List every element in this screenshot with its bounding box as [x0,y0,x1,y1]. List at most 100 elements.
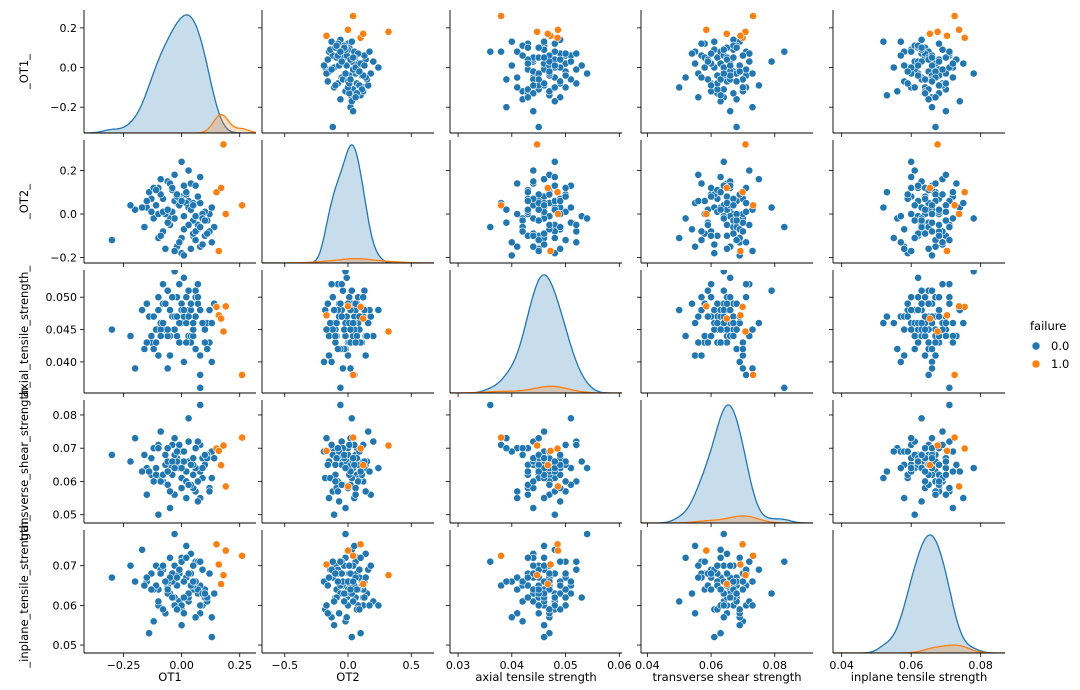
scatter-point-0 [921,229,929,238]
scatter-point-0 [152,338,160,347]
scatter-point-0 [945,293,954,302]
scatter-point-0 [179,251,188,260]
scatter-point-0 [726,293,735,302]
scatter-point-0 [349,597,357,606]
scatter-point-0 [486,223,495,231]
scatter-point-0 [534,247,543,255]
scatter-point-0 [184,220,193,229]
scatter-point-0 [729,319,738,327]
scatter-point-0 [914,338,922,347]
scatter-point-1 [497,433,505,442]
scatter-point-0 [545,57,554,66]
scatter-point-0 [108,450,116,459]
scatter-point-0 [700,63,709,72]
scatter-point-0 [524,188,532,197]
scatter-point-0 [502,577,511,586]
scatter-point-0 [921,194,929,203]
scatter-point-0 [719,214,728,223]
scatter-point-0 [907,306,916,314]
scatter-point-0 [903,312,912,321]
scatter-point-0 [156,175,165,184]
scatter-point-1 [554,546,562,555]
scatter-point-1 [955,302,963,311]
scatter-point-0 [184,480,193,489]
x-tick-label: 0.5 [402,659,420,672]
y-tick-label: 0.2 [60,22,78,35]
scatter-point-0 [883,467,891,476]
scatter-point-0 [694,312,703,321]
scatter-point-0 [507,251,516,260]
scatter-point-1 [950,201,959,210]
scatter-point-0 [207,633,216,641]
scatter-point-0 [513,487,522,496]
y-tick-label: 0.05 [53,509,78,522]
scatter-point-0 [928,210,936,218]
scatter-point-0 [903,190,912,199]
scatter-point-0 [186,244,195,253]
scatter-point-0 [704,220,712,229]
scatter-point-0 [896,51,905,60]
scatter-point-0 [917,223,926,231]
scatter-point-0 [561,477,570,486]
scatter-point-0 [561,236,570,244]
scatter-point-0 [921,351,929,360]
scatter-point-0 [561,569,570,578]
scatter-point-0 [193,497,202,506]
scatter-point-1 [322,446,331,455]
scatter-point-0 [694,573,703,582]
scatter-point-0 [942,332,950,340]
scatter-point-0 [914,273,922,282]
scatter-point-0 [497,47,505,56]
scatter-point-0 [365,47,374,56]
scatter-point-0 [942,201,950,210]
scatter-point-0 [917,35,926,44]
scatter-point-0 [577,593,586,602]
kde-fill-OT1-0 [84,14,256,133]
scatter-point-0 [883,188,891,197]
scatter-point-0 [341,332,350,340]
scatter-point-0 [938,65,947,74]
scatter-point-1 [554,210,562,218]
scatter-point-0 [755,319,763,327]
scatter-point-0 [942,490,950,499]
scatter-point-0 [322,325,331,334]
scatter-point-0 [903,299,912,308]
scatter-point-0 [729,332,738,340]
scatter-point-0 [502,218,511,227]
scatter-point-0 [170,170,179,179]
scatter-point-0 [177,197,186,205]
scatter-point-0 [332,319,341,327]
scatter-point-1 [322,31,331,40]
scatter-point-0 [694,561,703,570]
scatter-point-0 [524,197,532,205]
scatter-point-0 [333,577,342,586]
scatter-point-0 [545,87,554,96]
subplot-OT1-vs-OT1 [83,10,256,137]
scatter-point-0 [534,190,543,199]
scatter-point-0 [883,91,891,100]
scatter-point-0 [921,205,929,214]
scatter-point-0 [719,286,728,295]
y-tick-label: −0.2 [50,101,77,114]
scatter-point-0 [949,188,957,197]
scatter-point-0 [675,234,684,242]
scatter-point-0 [186,460,195,469]
scatter-point-1 [546,560,555,569]
scatter-point-0 [159,280,167,289]
scatter-point-0 [726,61,735,70]
scatter-point-0 [942,107,950,116]
scatter-point-0 [534,460,543,469]
scatter-point-0 [942,319,950,327]
scatter-point-0 [330,597,338,606]
scatter-point-0 [742,65,750,74]
scatter-point-1 [212,302,221,311]
legend-label-1: 1.0 [1051,357,1069,371]
scatter-point-0 [513,494,522,502]
scatter-point-0 [567,57,575,66]
scatter-point-0 [168,183,177,192]
scatter-point-1 [741,327,750,336]
scatter-point-0 [735,605,744,614]
scatter-point-0 [889,63,898,72]
scatter-point-0 [914,181,922,190]
scatter-point-0 [540,240,548,249]
